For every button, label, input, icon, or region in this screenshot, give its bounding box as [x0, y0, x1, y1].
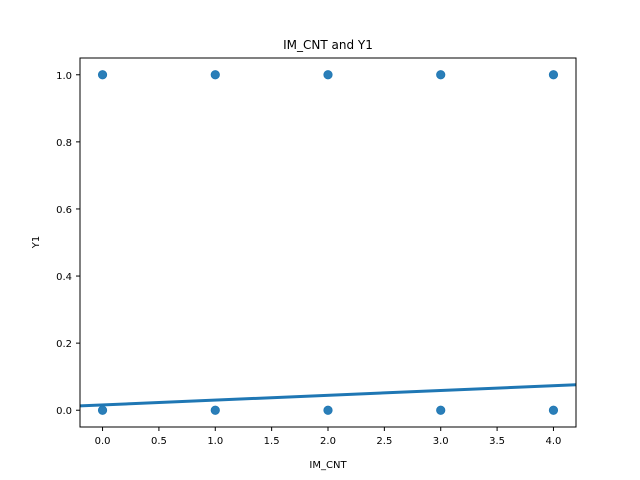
x-tick-label: 1.0: [207, 436, 223, 447]
x-tick-label: 2.0: [320, 436, 336, 447]
regression-line: [80, 383, 576, 408]
y-tick-label: 0.4: [56, 272, 72, 283]
data-point: [323, 70, 333, 80]
data-point: [548, 405, 559, 415]
x-tick-label: 4.0: [546, 436, 562, 447]
x-axis-label: IM_CNT: [309, 460, 347, 471]
x-tick-label: 3.0: [433, 436, 449, 447]
x-tick-label: 1.5: [264, 436, 280, 447]
data-point: [436, 405, 446, 415]
x-tick-label: 2.5: [376, 436, 392, 447]
y-tick-label: 0.2: [56, 339, 72, 350]
x-tick-label: 0.5: [151, 436, 167, 447]
y-tick-label: 0.8: [56, 138, 72, 149]
y-tick-label: 0.0: [56, 406, 72, 417]
plot-area: 0.0 0.5 1.0 1.5 2.0 2.5 3.0 3.5 4.0 0.0 0.2 0.4 0.6 0…: [56, 57, 577, 447]
data-point: [323, 405, 333, 415]
y-tick-label: 0.6: [56, 205, 72, 216]
y-axis-label: Y1: [31, 236, 42, 249]
data-point: [97, 70, 108, 80]
data-point: [97, 405, 108, 415]
data-point: [210, 70, 220, 80]
data-point: [210, 405, 220, 415]
chart-title: IM_CNT and Y1: [283, 38, 373, 52]
x-tick-label: 0.0: [95, 436, 111, 447]
x-tick-label: 3.5: [489, 436, 505, 447]
data-point: [436, 70, 446, 80]
data-point: [548, 70, 559, 80]
y-tick-label: 1.0: [56, 71, 72, 82]
